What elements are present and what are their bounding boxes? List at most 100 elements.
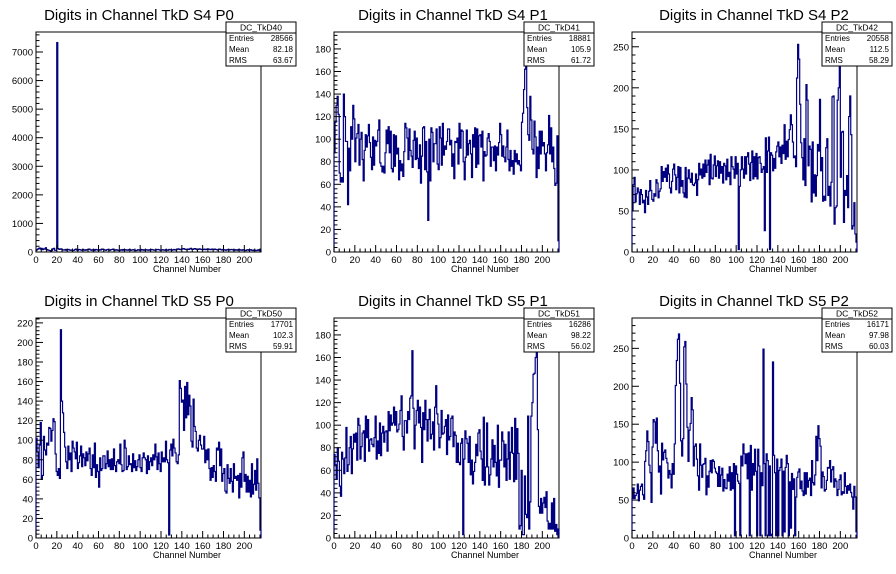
y-tick-label: 100	[315, 135, 331, 146]
y-tick-label: 100	[315, 421, 331, 432]
x-tick-label: 60	[93, 255, 104, 266]
x-tick-label: 180	[216, 255, 232, 266]
y-tick-label: 140	[315, 90, 331, 101]
y-tick-label: 5000	[12, 105, 33, 116]
y-tick-label: 200	[17, 338, 33, 349]
stats-label: Mean	[229, 45, 249, 54]
x-tick-label: 120	[153, 541, 169, 552]
chart-panel: Digits in Channel TkD S5 P2 0 20 40 60 80 100 1…	[613, 293, 893, 560]
y-tick-label: 6000	[12, 76, 33, 87]
stats-label: Entries	[825, 34, 850, 43]
stats-name: DC_TkD41	[538, 23, 580, 33]
y-tick-label: 120	[315, 398, 331, 409]
x-tick-label: 20	[648, 255, 659, 266]
y-tick-label: 0	[326, 248, 331, 259]
stats-value: 20558	[867, 34, 890, 43]
chart-title: Digits in Channel TkD S5 P1	[358, 293, 548, 310]
histogram-series	[35, 329, 262, 538]
x-tick-label: 120	[749, 541, 765, 552]
x-tick-label: 100	[430, 541, 446, 552]
x-tick-label: 20	[350, 255, 361, 266]
x-tick-label: 100	[132, 541, 148, 552]
y-tick-label: 100	[613, 165, 629, 176]
y-tick-label: 80	[320, 443, 331, 454]
x-tick-label: 0	[33, 541, 38, 552]
x-tick-label: 60	[391, 541, 402, 552]
x-tick-label: 180	[812, 541, 828, 552]
stats-value: 16286	[569, 320, 592, 329]
y-tick-label: 200	[613, 382, 629, 393]
stats-label: Mean	[527, 331, 547, 340]
y-tick-label: 0	[28, 248, 33, 259]
stats-label: Entries	[825, 320, 850, 329]
x-tick-label: 20	[648, 541, 659, 552]
plot-frame	[631, 31, 858, 253]
x-axis-label: Channel Number	[451, 264, 519, 274]
x-tick-label: 180	[812, 255, 828, 266]
x-tick-label: 200	[832, 541, 848, 552]
x-tick-label: 100	[728, 255, 744, 266]
y-tick-label: 50	[618, 496, 629, 507]
stats-name: DC_TkD51	[538, 309, 580, 319]
stats-value: 58.29	[869, 56, 890, 65]
x-tick-label: 0	[331, 255, 336, 266]
stats-label: RMS	[825, 342, 843, 351]
x-axis-label: Channel Number	[153, 550, 221, 560]
x-tick-label: 0	[331, 541, 336, 552]
x-tick-label: 180	[514, 255, 530, 266]
x-tick-label: 20	[350, 541, 361, 552]
stats-label: RMS	[527, 56, 545, 65]
histogram-series	[333, 345, 560, 538]
y-tick-label: 250	[613, 42, 629, 53]
stats-label: Mean	[527, 45, 547, 54]
stats-label: Mean	[825, 45, 845, 54]
x-axis-label: Channel Number	[749, 550, 817, 560]
y-tick-label: 60	[320, 466, 331, 477]
stats-value: 105.9	[571, 45, 592, 54]
y-tick-label: 80	[320, 157, 331, 168]
stats-box	[225, 21, 297, 67]
histogram-series	[631, 333, 858, 538]
y-tick-label: 100	[17, 436, 33, 447]
chart-title: Digits in Channel TkD S4 P2	[659, 7, 849, 24]
x-axis-label: Channel Number	[451, 550, 519, 560]
stats-label: Mean	[825, 331, 845, 340]
stats-value: 82.18	[273, 45, 294, 54]
stats-label: Entries	[229, 320, 254, 329]
x-tick-label: 40	[370, 541, 381, 552]
stats-value: 98.22	[571, 331, 592, 340]
y-tick-label: 40	[320, 202, 331, 213]
plot-frame	[333, 31, 560, 253]
x-tick-label: 60	[689, 255, 700, 266]
x-tick-label: 140	[770, 255, 786, 266]
y-tick-label: 250	[613, 344, 629, 355]
stats-label: RMS	[527, 342, 545, 351]
y-tick-label: 0	[624, 534, 629, 545]
x-tick-label: 140	[472, 255, 488, 266]
y-tick-label: 20	[320, 511, 331, 522]
y-tick-label: 200	[613, 83, 629, 94]
x-tick-label: 140	[770, 541, 786, 552]
x-tick-label: 200	[534, 255, 550, 266]
stats-box	[225, 307, 297, 353]
stats-value: 63.67	[273, 56, 294, 65]
y-tick-label: 180	[17, 358, 33, 369]
stats-label: Mean	[229, 331, 249, 340]
y-tick-label: 40	[320, 488, 331, 499]
x-tick-label: 100	[430, 255, 446, 266]
x-tick-label: 0	[629, 541, 634, 552]
y-tick-label: 160	[315, 67, 331, 78]
x-tick-label: 140	[174, 541, 190, 552]
stats-value: 28566	[271, 34, 294, 43]
stats-value: 17701	[271, 320, 294, 329]
y-tick-label: 60	[22, 475, 33, 486]
chart-panel: Digits in Channel TkD S4 P1 0 20 40 60 80 100 1…	[315, 7, 595, 274]
y-tick-label: 140	[315, 376, 331, 387]
stats-value: 18881	[569, 34, 592, 43]
x-tick-label: 40	[370, 255, 381, 266]
x-tick-label: 160	[195, 541, 211, 552]
y-tick-label: 20	[320, 225, 331, 236]
stats-box	[523, 307, 595, 353]
y-tick-label: 3000	[12, 162, 33, 173]
